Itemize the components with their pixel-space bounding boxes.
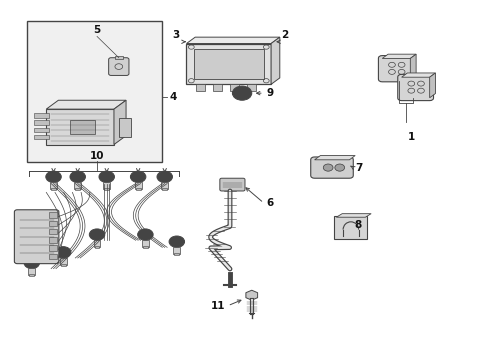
Bar: [74, 182, 81, 189]
Bar: [28, 268, 35, 275]
Bar: [193, 49, 264, 79]
Polygon shape: [270, 37, 279, 84]
Bar: [49, 254, 57, 259]
Bar: [49, 237, 57, 243]
Bar: [49, 221, 57, 226]
FancyBboxPatch shape: [378, 55, 413, 82]
Text: 8: 8: [354, 220, 361, 230]
Polygon shape: [186, 37, 279, 44]
Bar: [161, 182, 168, 189]
Text: 2: 2: [280, 30, 287, 40]
Circle shape: [334, 164, 344, 171]
Bar: [196, 84, 204, 91]
Bar: [94, 240, 100, 247]
Bar: [34, 127, 49, 132]
Polygon shape: [336, 214, 370, 217]
Polygon shape: [114, 100, 126, 145]
Bar: [27, 21, 162, 162]
Polygon shape: [382, 54, 415, 58]
FancyBboxPatch shape: [108, 58, 129, 76]
Polygon shape: [314, 156, 354, 160]
Text: 5: 5: [93, 25, 101, 35]
Bar: [60, 258, 66, 265]
Bar: [29, 274, 34, 276]
Circle shape: [157, 171, 172, 183]
Bar: [50, 182, 57, 189]
Bar: [104, 188, 109, 190]
Bar: [213, 84, 222, 91]
Circle shape: [89, 229, 104, 240]
Bar: [34, 135, 49, 139]
Bar: [61, 264, 65, 266]
FancyBboxPatch shape: [310, 157, 352, 178]
Bar: [173, 247, 180, 254]
Bar: [142, 246, 147, 248]
Polygon shape: [429, 73, 435, 98]
Bar: [34, 121, 49, 125]
Polygon shape: [245, 290, 257, 300]
Text: 6: 6: [265, 198, 273, 208]
Text: 7: 7: [355, 163, 362, 172]
Circle shape: [99, 171, 114, 183]
FancyBboxPatch shape: [14, 210, 59, 264]
Bar: [95, 246, 99, 248]
Circle shape: [46, 171, 61, 183]
Polygon shape: [401, 73, 435, 77]
Text: 3: 3: [172, 30, 179, 40]
Bar: [34, 113, 49, 118]
Bar: [229, 84, 238, 91]
Bar: [115, 56, 122, 59]
Bar: [70, 120, 95, 134]
Bar: [186, 44, 270, 84]
Bar: [119, 118, 131, 138]
Bar: [135, 182, 141, 189]
Text: 9: 9: [265, 88, 273, 98]
Text: 10: 10: [90, 150, 104, 161]
Bar: [49, 229, 57, 234]
Bar: [162, 188, 167, 190]
Text: 11: 11: [210, 301, 224, 311]
Circle shape: [130, 171, 145, 183]
Circle shape: [169, 236, 184, 247]
Circle shape: [323, 164, 332, 171]
Bar: [51, 188, 56, 190]
Bar: [174, 253, 179, 255]
Polygon shape: [409, 54, 415, 79]
Text: 4: 4: [169, 92, 177, 102]
FancyBboxPatch shape: [334, 216, 366, 239]
Circle shape: [55, 247, 71, 258]
Bar: [49, 246, 57, 251]
Circle shape: [235, 89, 248, 98]
Polygon shape: [46, 100, 126, 109]
Bar: [75, 188, 80, 190]
Circle shape: [232, 86, 251, 100]
Circle shape: [24, 257, 40, 269]
Circle shape: [70, 171, 85, 183]
Bar: [46, 109, 114, 145]
FancyBboxPatch shape: [397, 75, 433, 100]
FancyBboxPatch shape: [220, 178, 244, 191]
Bar: [49, 212, 57, 218]
Bar: [142, 240, 148, 247]
Circle shape: [138, 229, 153, 240]
Text: 1: 1: [407, 132, 414, 142]
Bar: [246, 84, 255, 91]
Bar: [103, 182, 110, 189]
Bar: [136, 188, 140, 190]
